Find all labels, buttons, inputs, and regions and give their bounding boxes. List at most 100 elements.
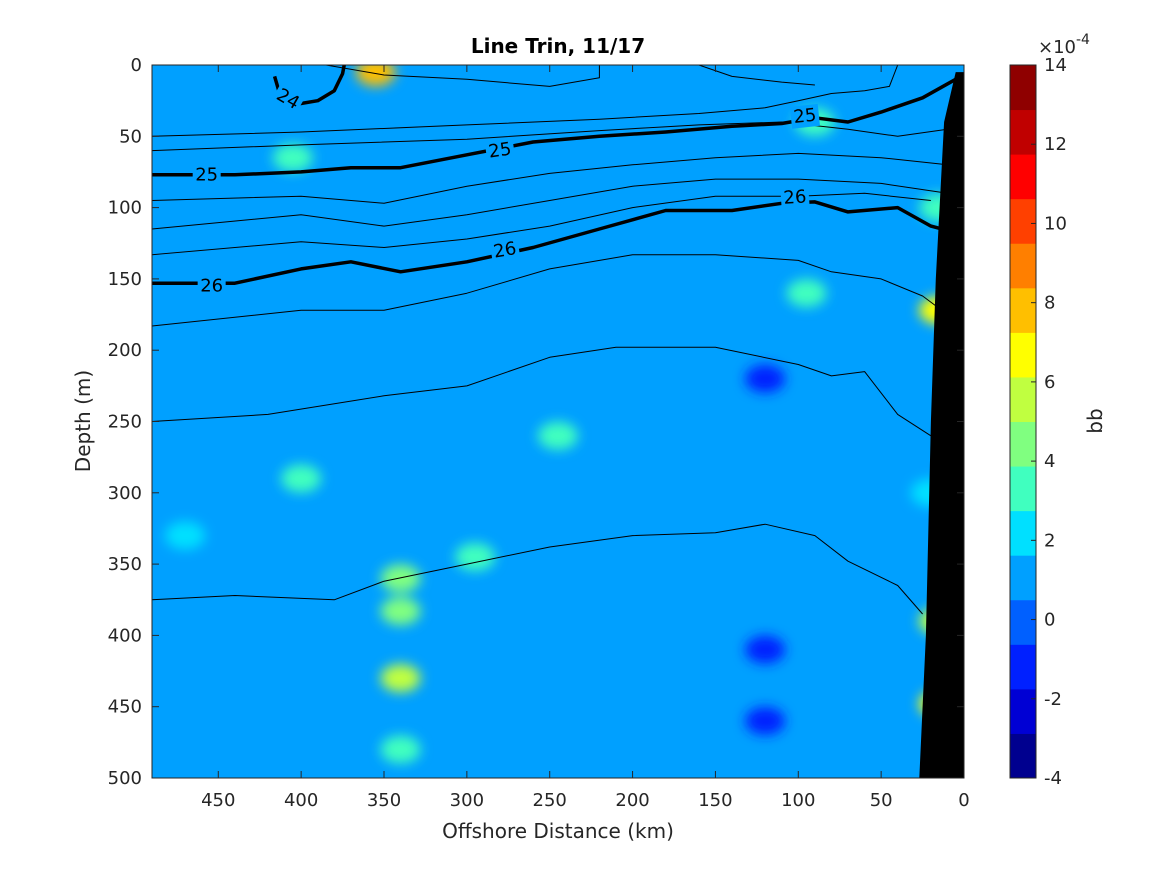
chart-title: Line Trin, 11/17	[471, 34, 645, 58]
colorbar-segment	[1010, 198, 1036, 244]
y-tick-label: 450	[108, 697, 142, 718]
colorbar-tick-label: 0	[1044, 610, 1055, 631]
y-tick-label: 250	[108, 412, 142, 433]
contour-label-2: 25	[789, 103, 820, 129]
seafloor-bathymetry	[919, 72, 964, 778]
x-tick-label: 350	[367, 790, 401, 811]
isopycnal-line-4	[152, 121, 948, 152]
x-tick-label: 50	[870, 790, 893, 811]
contour-label-text: 25	[195, 164, 218, 185]
colorbar-segment	[1010, 109, 1036, 155]
bb-background-field	[152, 65, 964, 778]
colorbar-exponent: ×10-4	[1038, 32, 1090, 58]
isopycnal-contours	[152, 65, 957, 615]
colorbar-segment	[1010, 287, 1036, 333]
contour-label-text: 26	[783, 186, 807, 209]
bb-patch-14	[455, 542, 496, 571]
colorbar-segment	[1010, 644, 1036, 690]
isopycnal-line-8	[152, 254, 948, 327]
x-tick-label: 400	[284, 790, 318, 811]
x-tick-label: 0	[958, 790, 969, 811]
y-tick-label: 0	[131, 55, 142, 76]
colorbar-tick-label: 8	[1044, 293, 1055, 314]
bb-patch-12	[380, 735, 421, 764]
colorbar-tick-label: 6	[1044, 372, 1055, 393]
y-tick-label: 50	[119, 126, 142, 147]
contour-label-1: 25	[484, 137, 516, 164]
isopycnal-line-10	[152, 523, 923, 615]
x-tick-label: 100	[781, 790, 815, 811]
colorbar-tick-label: -2	[1044, 689, 1062, 710]
contour-label-5: 26	[780, 185, 810, 210]
colorbar-tick-label: 2	[1044, 530, 1055, 551]
bb-patch-19	[745, 364, 786, 393]
colorbar-segment	[1010, 688, 1036, 734]
colorbar-exponent-base: ×10	[1038, 37, 1076, 58]
colorbar-tick-label: 14	[1044, 55, 1067, 76]
contour-label-4: 26	[489, 237, 521, 264]
isopycnal-25-line	[152, 77, 957, 177]
colorbar-segment	[1010, 421, 1036, 467]
isopycnal-line-6	[152, 178, 948, 230]
colorbar-exponent-power: -4	[1076, 32, 1090, 48]
colorbar-segment	[1010, 599, 1036, 645]
y-tick-label: 200	[108, 340, 142, 361]
bb-patch-17	[745, 635, 786, 664]
colorbar-segment	[1010, 555, 1036, 601]
bb-patch-16	[165, 521, 206, 550]
y-tick-label: 350	[108, 554, 142, 575]
colorbar-tick-label: 12	[1044, 134, 1067, 155]
isopycnal-line-11	[325, 65, 600, 87]
isopycnal-line-5	[152, 152, 948, 204]
x-tick-label: 200	[615, 790, 649, 811]
contour-label-text: 25	[792, 105, 817, 128]
y-tick-label: 150	[108, 269, 142, 290]
colorbar-tick-label: -4	[1044, 768, 1062, 789]
bb-patch-15	[281, 464, 322, 493]
y-axis-label: Depth (m)	[71, 370, 95, 472]
contour-label-text: 26	[200, 276, 223, 297]
contour-label-3: 26	[197, 275, 226, 298]
y-axis-ticks: 0 50 100 150 200 250 300 350 400 450 500	[108, 55, 964, 789]
x-tick-label: 300	[450, 790, 484, 811]
x-tick-label: 250	[533, 790, 567, 811]
colorbar-segment	[1010, 376, 1036, 422]
colorbar-tick-label: 10	[1044, 213, 1067, 234]
contour-label-text: 26	[492, 238, 518, 263]
y-tick-label: 100	[108, 198, 142, 219]
colorbar-segment	[1010, 154, 1036, 200]
bb-patch-18	[745, 706, 786, 735]
x-tick-label: 450	[201, 790, 235, 811]
isopycnal-line-9	[152, 346, 932, 437]
x-axis-label: Offshore Distance (km)	[442, 819, 674, 843]
colorbar-tick-label: 4	[1044, 451, 1055, 472]
y-tick-label: 300	[108, 483, 142, 504]
colorbar-segment	[1010, 65, 1036, 111]
bb-patch-1	[272, 143, 313, 172]
colorbar-segment	[1010, 733, 1036, 779]
bb-patch-13	[538, 421, 578, 450]
isopycnal-line-7	[152, 192, 931, 256]
contour-label-0: 25	[192, 163, 221, 186]
isopycnal-line-3	[152, 65, 899, 137]
x-axis-ticks: 450 400 350 300 250 200 150 100 50 0	[201, 65, 970, 811]
colorbar-segment	[1010, 243, 1036, 289]
bb-patch-9	[380, 564, 421, 593]
colorbar-ticks: -4 -2 0 2 4 6 8 10 12 14	[1031, 55, 1067, 789]
bb-patch-0	[355, 65, 396, 87]
colorbar-segment	[1010, 332, 1036, 378]
colorbar-segment	[1010, 466, 1036, 512]
y-tick-label: 400	[108, 625, 142, 646]
y-tick-label: 500	[108, 768, 142, 789]
bb-patch-10	[380, 597, 421, 626]
isopycnal-26-line	[152, 200, 948, 285]
colorbar-label: bb	[1083, 408, 1107, 433]
contour-label-text: 25	[487, 139, 513, 163]
bb-patch-3	[786, 279, 827, 308]
x-tick-label: 150	[698, 790, 732, 811]
bb-patch-11	[380, 664, 421, 693]
